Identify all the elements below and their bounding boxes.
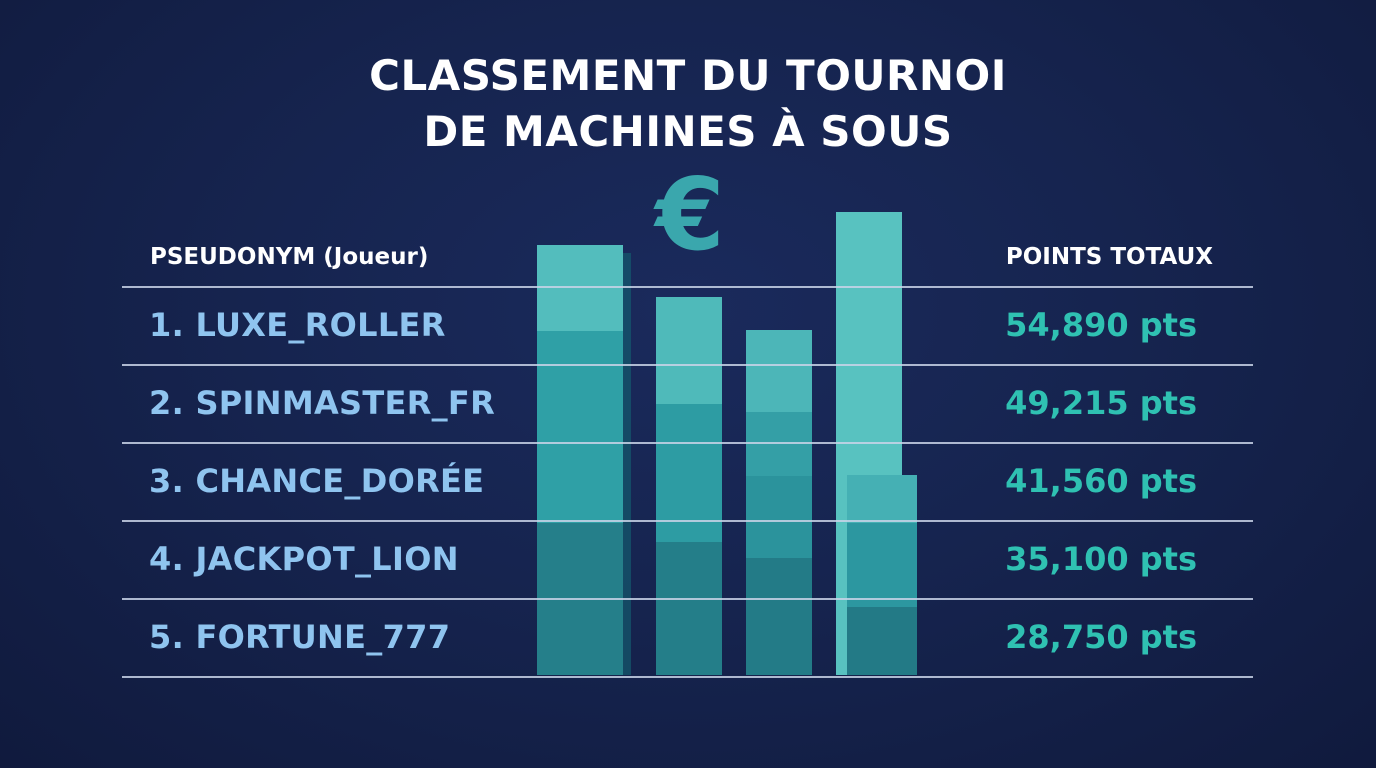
player-points: 49,215 pts — [1005, 384, 1197, 422]
player-name: 4. JACKPOT_LION — [149, 540, 459, 578]
player-name: 2. SPINMASTER_FR — [149, 384, 496, 422]
player-name: 3. CHANCE_DORÉE — [149, 462, 485, 500]
divider — [122, 676, 1253, 678]
table-row: 5. FORTUNE_777 28,750 pts — [122, 600, 1253, 676]
header-player: PSEUDONYM (Joueur) — [150, 244, 429, 270]
player-name: 1. LUXE_ROLLER — [149, 306, 446, 344]
table-header: PSEUDONYM (Joueur) POINTS TOTAUX — [122, 236, 1253, 286]
table-row: 2. SPINMASTER_FR 49,215 pts — [122, 366, 1253, 442]
title-line-2: DE MACHINES À SOUS — [423, 107, 953, 156]
player-points: 54,890 pts — [1005, 306, 1197, 344]
player-points: 41,560 pts — [1005, 462, 1197, 500]
player-name: 5. FORTUNE_777 — [149, 618, 451, 656]
page-title: CLASSEMENT DU TOURNOI DE MACHINES À SOUS — [0, 48, 1376, 160]
euro-icon: € — [655, 156, 725, 273]
divider — [122, 286, 1253, 288]
leaderboard-table: PSEUDONYM (Joueur) POINTS TOTAUX 1. LUXE… — [122, 236, 1253, 678]
title-line-1: CLASSEMENT DU TOURNOI — [369, 51, 1007, 100]
header-points: POINTS TOTAUX — [1005, 244, 1213, 270]
table-row: 4. JACKPOT_LION 35,100 pts — [122, 522, 1253, 598]
divider — [122, 520, 1253, 522]
divider — [122, 364, 1253, 366]
table-row: 1. LUXE_ROLLER 54,890 pts — [122, 288, 1253, 364]
table-row: 3. CHANCE_DORÉE 41,560 pts — [122, 444, 1253, 520]
divider — [122, 598, 1253, 600]
player-points: 28,750 pts — [1005, 618, 1197, 656]
player-points: 35,100 pts — [1005, 540, 1197, 578]
divider — [122, 442, 1253, 444]
